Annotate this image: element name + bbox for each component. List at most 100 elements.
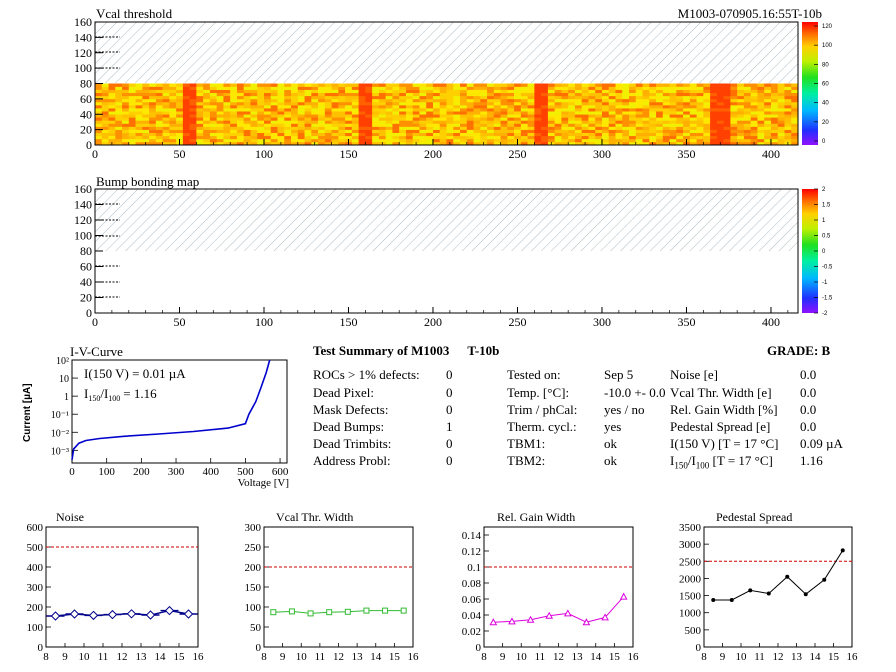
- map1-pixel-cell: [270, 138, 278, 143]
- map1-pixel-cell: [270, 111, 278, 115]
- plot-xtick-label: 11: [315, 651, 326, 663]
- map1-pixel-cell: [514, 92, 522, 97]
- col3-label-4: I(150 V) [T = 17 °C]: [670, 436, 779, 451]
- map1-pixel-cell: [291, 132, 299, 137]
- map1-pixel-cell: [601, 108, 610, 112]
- map1-pixel-cell: [176, 83, 184, 87]
- map1-pixel-cell: [480, 123, 488, 127]
- map1-pixel-cell: [142, 126, 150, 130]
- map1-pixel-cell: [432, 141, 441, 146]
- map1-pixel-cell: [743, 135, 751, 140]
- map1-pixel-cell: [378, 98, 386, 103]
- map1-pixel-cell: [439, 83, 447, 87]
- plot-ytick-label: 150: [245, 582, 262, 594]
- map1-pixel-cell: [743, 98, 751, 103]
- map1-pixel-cell: [696, 95, 704, 100]
- map1-pixel-cell: [466, 86, 474, 90]
- map1-pixel-cell: [683, 86, 691, 90]
- map1-pixel-cell: [243, 92, 251, 97]
- map1-pixel-cell: [331, 86, 339, 90]
- map1-pixel-cell: [574, 108, 582, 112]
- map1-pixel-cell: [541, 123, 549, 127]
- map1-pixel-cell: [236, 135, 245, 140]
- map1-pixel-cell: [284, 126, 292, 130]
- cbar2-label: -0.5: [822, 265, 833, 271]
- map1-pixel-cell: [791, 120, 799, 124]
- map1-pixel-cell: [581, 98, 589, 103]
- map1-pixel-cell: [155, 114, 163, 118]
- map1-pixel-cell: [324, 126, 332, 130]
- map1-pixel-cell: [757, 132, 765, 137]
- map1-pixel-cell: [514, 132, 522, 137]
- map1-pixel-cell: [561, 92, 569, 97]
- map1-pixel-cell: [297, 141, 305, 146]
- map1-pixel-cell: [770, 111, 779, 115]
- map1-pixel-cell: [162, 83, 170, 87]
- map1-pixel-cell: [473, 98, 481, 103]
- map1-pixel-cell: [622, 114, 630, 118]
- map1-pixel-cell: [392, 120, 400, 124]
- map1-pixel-cell: [176, 126, 184, 130]
- map1-pixel-cell: [149, 86, 157, 90]
- map1-pixel-cell: [378, 123, 386, 127]
- map1-pixel-cell: [520, 89, 528, 94]
- plot-xtick-label: 14: [590, 651, 602, 663]
- map1-pixel-cell: [426, 123, 434, 127]
- map1-pixel-cell: [743, 101, 751, 106]
- map1-pixel-cell: [399, 126, 407, 130]
- map1-pixel-cell: [439, 86, 447, 90]
- map1-pixel-cell: [696, 141, 704, 146]
- map1-pixel-cell: [189, 83, 197, 87]
- map1-pixel-cell: [155, 111, 163, 115]
- map1-pixel-cell: [696, 135, 704, 140]
- map1-pixel-cell: [419, 120, 427, 124]
- map1-pixel-cell: [236, 132, 245, 137]
- map1-pixel-cell: [257, 111, 265, 115]
- map1-pixel-cell: [635, 126, 643, 130]
- map1-pixel-cell: [209, 101, 217, 106]
- map1-pixel-cell: [466, 105, 474, 109]
- map1-pixel-cell: [750, 95, 758, 100]
- map1-pixel-cell: [561, 89, 569, 94]
- map1-pixel-cell: [730, 117, 738, 121]
- map1-pixel-cell: [460, 95, 468, 100]
- map1-pixel-cell: [243, 114, 251, 118]
- map1-pixel-cell: [662, 108, 670, 112]
- map1-pixel-cell: [541, 132, 549, 137]
- map1-pixel-cell: [142, 92, 150, 97]
- map1-pixel-cell: [426, 111, 434, 115]
- map1-pixel-cell: [581, 89, 589, 94]
- map1-pixel-cell: [737, 135, 745, 140]
- map1-pixel-cell: [446, 120, 454, 124]
- map1-pixel-cell: [554, 108, 562, 112]
- map1-pixel-cell: [392, 101, 400, 106]
- map1-pixel-cell: [480, 114, 488, 118]
- map1-pixel-cell: [500, 129, 508, 133]
- map1-pixel-cell: [588, 101, 596, 106]
- map1-pixel-cell: [419, 98, 427, 103]
- map1-pixel-cell: [777, 92, 785, 97]
- map1-pixel-cell: [656, 105, 664, 109]
- map1-pixel-cell: [128, 101, 136, 106]
- map1-pixel-cell: [365, 111, 373, 115]
- map1-pixel-cell: [710, 123, 718, 127]
- map1-pixel-cell: [142, 108, 150, 112]
- map1-pixel-cell: [155, 95, 163, 100]
- map1-pixel-cell: [189, 123, 197, 127]
- map1-pixel-cell: [777, 89, 785, 94]
- map1-pixel-cell: [149, 126, 157, 130]
- map1-pixel-cell: [635, 105, 643, 109]
- map1-pixel-cell: [155, 98, 163, 103]
- map1-pixel-cell: [297, 111, 305, 115]
- map1-pixel-cell: [520, 135, 528, 140]
- map1-pixel-cell: [196, 129, 204, 133]
- map1-pixel-cell: [115, 120, 123, 124]
- map1-pixel-cell: [743, 138, 751, 143]
- map1-pixel-cell: [730, 83, 738, 87]
- map1-pixel-cell: [128, 132, 136, 137]
- map1-pixel-cell: [304, 95, 312, 100]
- map1-pixel-cell: [345, 83, 353, 87]
- map1-pixel-cell: [696, 105, 704, 109]
- plot-point: [619, 592, 628, 600]
- map1-pixel-cell: [149, 108, 157, 112]
